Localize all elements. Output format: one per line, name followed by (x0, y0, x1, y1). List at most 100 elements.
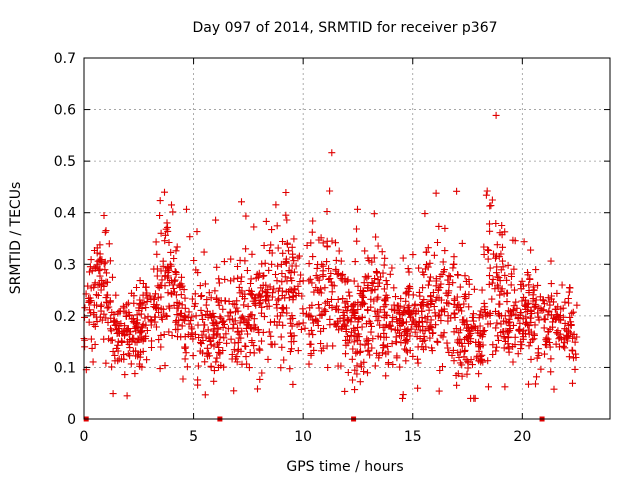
data-point (139, 291, 147, 299)
data-point (405, 268, 413, 276)
data-point (124, 299, 132, 307)
data-point (439, 258, 447, 266)
data-point (235, 334, 243, 342)
data-point (399, 394, 406, 402)
data-point (158, 282, 166, 289)
data-point (181, 294, 189, 302)
data-point (540, 324, 548, 332)
data-point (172, 270, 180, 278)
data-point (313, 264, 321, 272)
data-point (288, 332, 296, 340)
data-point (213, 263, 221, 271)
data-point (518, 297, 526, 305)
data-point (556, 334, 564, 341)
data-point (282, 211, 290, 219)
data-point (278, 270, 286, 277)
data-point (478, 333, 486, 341)
data-point (458, 339, 466, 347)
data-point (135, 306, 143, 314)
data-point (342, 350, 349, 358)
data-point (273, 277, 281, 285)
data-point (276, 312, 284, 320)
data-point (251, 295, 259, 303)
data-point (328, 149, 336, 157)
data-point (428, 344, 436, 352)
data-point (258, 309, 265, 317)
data-point (103, 298, 110, 306)
data-point (501, 228, 509, 236)
data-point (214, 340, 221, 348)
data-point (353, 362, 361, 370)
data-point (406, 332, 414, 340)
data-point (265, 266, 273, 274)
y-tick-label: 0.4 (54, 206, 76, 222)
data-point (219, 323, 227, 331)
data-point (424, 263, 432, 271)
data-point (460, 353, 468, 361)
data-point (432, 275, 440, 283)
data-point (109, 390, 117, 398)
data-point (563, 333, 571, 341)
y-tick-label: 0.6 (54, 103, 76, 119)
data-point (307, 312, 315, 320)
data-point (437, 296, 445, 304)
data-point (522, 320, 529, 328)
data-point (136, 360, 143, 368)
data-point (517, 345, 525, 353)
data-point (308, 301, 316, 309)
data-point (393, 338, 400, 346)
data-point (423, 318, 431, 326)
data-point (476, 311, 484, 319)
data-point (342, 328, 350, 335)
data-point (272, 201, 280, 209)
data-point (449, 279, 457, 287)
data-point (282, 255, 290, 263)
data-point (122, 312, 130, 320)
data-point (289, 380, 297, 388)
data-point (494, 273, 502, 281)
data-point (227, 277, 235, 285)
data-point (434, 286, 442, 294)
data-point (329, 342, 337, 350)
data-point (540, 306, 548, 314)
data-point (358, 323, 366, 331)
data-point (100, 335, 108, 343)
chart-title: Day 097 of 2014, SRMTID for receiver p36… (192, 20, 497, 36)
data-point (326, 321, 334, 329)
data-point (81, 336, 89, 344)
data-point (148, 337, 155, 345)
data-point (142, 304, 150, 312)
data-point (393, 352, 401, 360)
data-point (332, 267, 340, 275)
data-point (509, 358, 517, 366)
data-point (242, 212, 250, 220)
data-point (465, 303, 473, 311)
data-point (169, 281, 177, 289)
data-point (203, 296, 211, 304)
data-point (379, 323, 387, 331)
data-point (354, 337, 362, 345)
data-point (277, 260, 285, 268)
data-point (489, 341, 497, 349)
data-point (404, 265, 412, 273)
data-point (168, 332, 176, 339)
data-point (550, 385, 558, 393)
data-point (492, 347, 500, 355)
data-point (214, 298, 222, 306)
data-point (244, 330, 251, 338)
data-point (436, 311, 444, 319)
data-point (440, 329, 448, 337)
data-point (143, 356, 151, 364)
data-point (105, 240, 113, 248)
data-point (273, 304, 281, 312)
data-point (499, 243, 506, 251)
data-point (515, 326, 523, 333)
data-point (307, 351, 315, 359)
data-point (470, 317, 477, 325)
data-point (86, 294, 94, 302)
data-point (325, 265, 333, 273)
data-point (109, 348, 117, 355)
data-point (317, 285, 325, 293)
x-tick-label: 10 (294, 429, 312, 445)
